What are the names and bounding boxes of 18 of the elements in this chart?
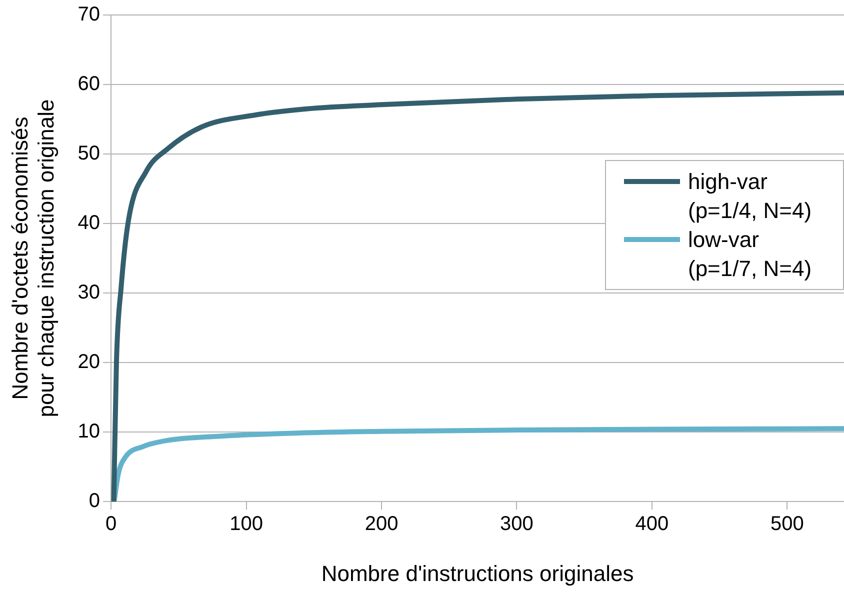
legend-label: high-var (p=1/4, N=4) (688, 168, 813, 226)
y-tick-label: 20 (78, 351, 100, 374)
y-tick-label: 60 (78, 73, 100, 96)
y-tick-label: 30 (78, 282, 100, 304)
y-axis-title: Nombre d'octets économisés pour chaque instruction originale (7, 99, 59, 418)
x-tick-label: 400 (635, 513, 669, 536)
x-tick-label: 500 (770, 513, 804, 536)
x-tick-label: 200 (364, 513, 398, 536)
x-tick-label: 0 (105, 513, 117, 536)
y-tick-label: 0 (88, 490, 100, 512)
x-tick-label: 300 (500, 513, 534, 536)
legend-label: low-var (p=1/7, N=4) (688, 226, 813, 284)
x-tick-label: 100 (230, 513, 263, 536)
y-tick-label: 10 (78, 420, 100, 443)
x-axis-title: Nombre d'instructions originales (321, 560, 634, 586)
y-tick-label: 50 (78, 142, 100, 165)
y-tick-label: 70 (78, 4, 100, 26)
y-tick-label: 40 (78, 212, 100, 234)
